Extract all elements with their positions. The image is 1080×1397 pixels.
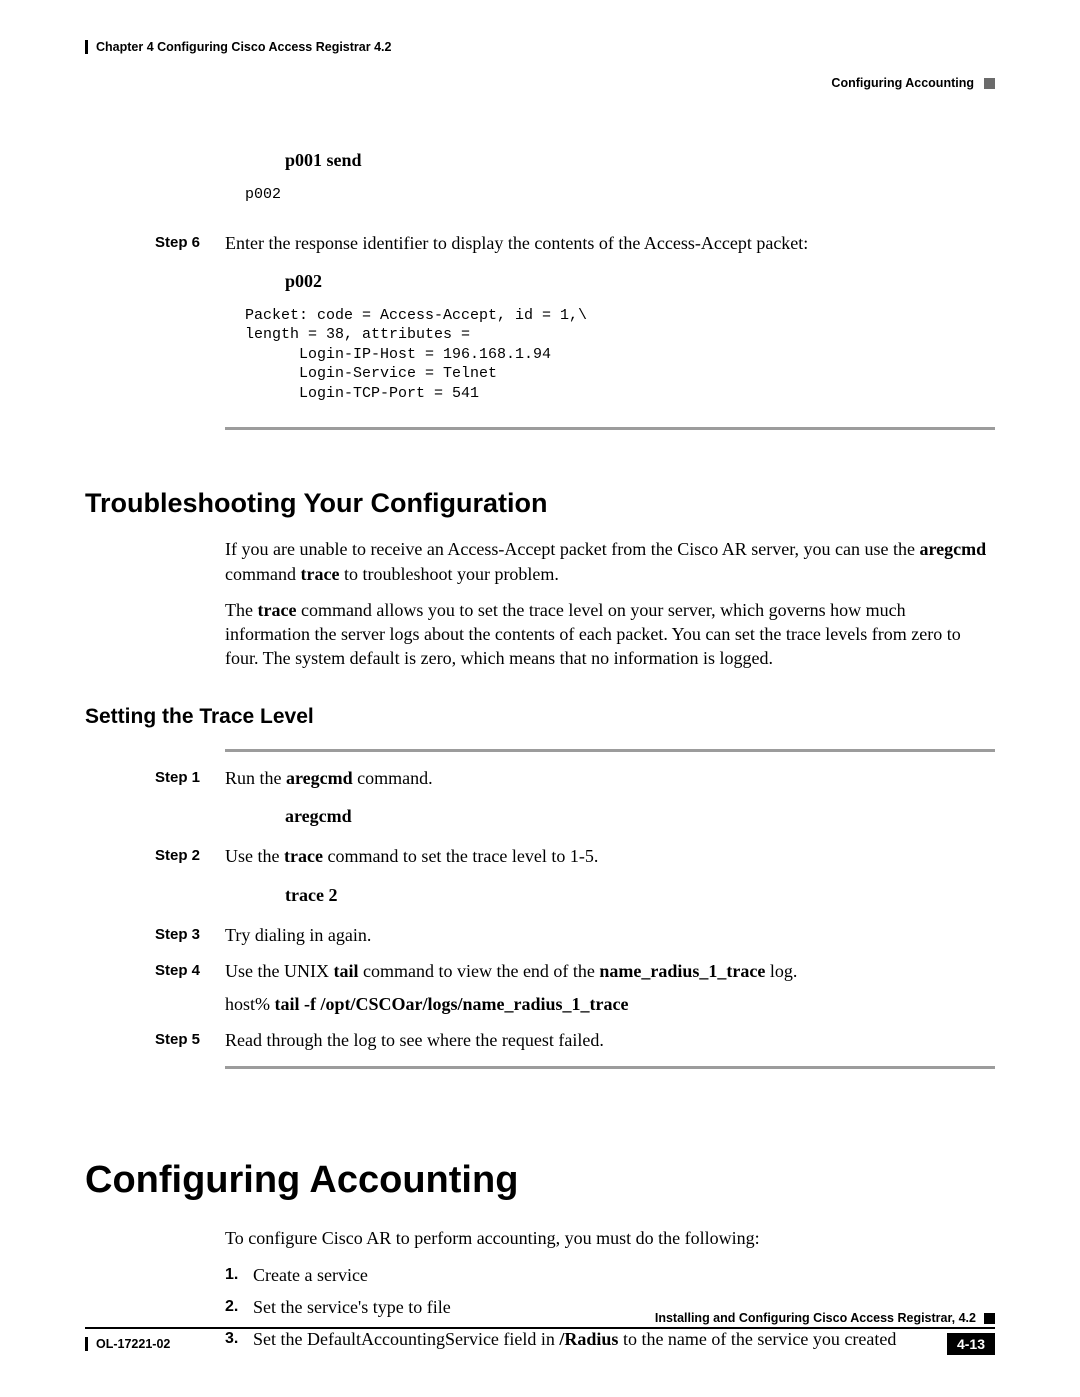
text: Run the — [225, 768, 286, 788]
text: command — [225, 564, 300, 584]
step-body: Enter the response identifier to display… — [225, 231, 995, 255]
command-p001-send: p001 send — [285, 150, 995, 171]
prompt: host% — [225, 994, 275, 1014]
text: The — [225, 600, 257, 620]
page-footer: Installing and Configuring Cisco Access … — [85, 1311, 995, 1355]
para-trouble-1: If you are unable to receive an Access-A… — [225, 537, 995, 586]
output-p002: p002 — [245, 185, 995, 205]
doc-id: OL-17221-02 — [96, 1337, 170, 1351]
cmd-aregcmd: aregcmd — [920, 539, 987, 559]
book-title: Installing and Configuring Cisco Access … — [655, 1311, 976, 1325]
step-body: Use the trace command to set the trace l… — [225, 844, 995, 907]
step-label: Step 1 — [155, 766, 225, 829]
divider — [225, 427, 995, 430]
output-access-accept: Packet: code = Access-Accept, id = 1,\ l… — [245, 306, 995, 404]
page-content: p001 send p002 Step 6 Enter the response… — [85, 150, 995, 1354]
para-trouble-2: The trace command allows you to set the … — [225, 598, 995, 671]
file-name-radius-trace: name_radius_1_trace — [599, 961, 765, 981]
list-number: 1. — [225, 1262, 253, 1290]
text: If you are unable to receive an Access-A… — [225, 539, 920, 559]
trace-steps: Step 1 Run the aregcmd command. aregcmd … — [85, 766, 995, 1052]
text: Use the — [225, 846, 284, 866]
header-marker-icon — [984, 78, 995, 89]
step-body: Run the aregcmd command. aregcmd — [225, 766, 995, 829]
header-chapter: Chapter 4 Configuring Cisco Access Regis… — [96, 40, 391, 54]
list-item: 1. Create a service — [225, 1262, 995, 1290]
divider — [225, 1066, 995, 1069]
step-body: Use the UNIX tail command to view the en… — [225, 959, 995, 1016]
cmd-tail-path: tail -f /opt/CSCOar/logs/name_radius_1_t… — [275, 994, 629, 1014]
text: command. — [353, 768, 433, 788]
step-6: Step 6 Enter the response identifier to … — [155, 231, 995, 255]
step-1: Step 1 Run the aregcmd command. aregcmd — [155, 766, 995, 829]
step-label: Step 3 — [155, 923, 225, 947]
text: command allows you to set the trace leve… — [225, 600, 961, 669]
text: log. — [765, 961, 797, 981]
header-section-title: Configuring Accounting — [831, 76, 974, 90]
footer-doc-id: OL-17221-02 — [85, 1337, 170, 1351]
cmd-trace: trace — [284, 846, 323, 866]
text: to troubleshoot your problem. — [339, 564, 558, 584]
cmd-trace: trace — [300, 564, 339, 584]
cmd-aregcmd: aregcmd — [286, 768, 353, 788]
step-label: Step 5 — [155, 1028, 225, 1052]
text: Use the UNIX — [225, 961, 333, 981]
footer-book-title: Installing and Configuring Cisco Access … — [85, 1311, 995, 1325]
footer-marker-icon — [984, 1313, 995, 1324]
cmd-tail: tail — [333, 961, 358, 981]
page-number-badge: 4-13 — [947, 1333, 995, 1355]
step-2: Step 2 Use the trace command to set the … — [155, 844, 995, 907]
header-section: Configuring Accounting — [85, 76, 995, 90]
heading-configuring-accounting: Configuring Accounting — [85, 1159, 995, 1202]
step-label: Step 2 — [155, 844, 225, 907]
step-3: Step 3 Try dialing in again. — [155, 923, 995, 947]
command-trace-2: trace 2 — [285, 883, 995, 907]
divider — [225, 749, 995, 752]
step-5: Step 5 Read through the log to see where… — [155, 1028, 995, 1052]
text: command to view the end of the — [358, 961, 599, 981]
step-body: Read through the log to see where the re… — [225, 1028, 995, 1052]
command-tail: host% tail -f /opt/CSCOar/logs/name_radi… — [225, 992, 995, 1016]
heading-trace-level: Setting the Trace Level — [85, 705, 995, 729]
text: command to set the trace level to 1-5. — [323, 846, 598, 866]
footer-bar-icon — [85, 1337, 88, 1351]
page-header: Chapter 4 Configuring Cisco Access Regis… — [85, 40, 995, 54]
list-text: Create a service — [253, 1262, 368, 1290]
command-p002: p002 — [285, 271, 995, 292]
step-label: Step 6 — [155, 231, 225, 255]
step-label: Step 4 — [155, 959, 225, 1016]
footer-bottom: OL-17221-02 4-13 — [85, 1333, 995, 1355]
para-acct-intro: To configure Cisco AR to perform account… — [225, 1226, 995, 1250]
step-4: Step 4 Use the UNIX tail command to view… — [155, 959, 995, 1016]
command-aregcmd: aregcmd — [285, 804, 995, 828]
step-body: Try dialing in again. — [225, 923, 995, 947]
cmd-trace: trace — [257, 600, 296, 620]
footer-rule — [85, 1327, 995, 1329]
heading-troubleshooting: Troubleshooting Your Configuration — [85, 488, 995, 519]
